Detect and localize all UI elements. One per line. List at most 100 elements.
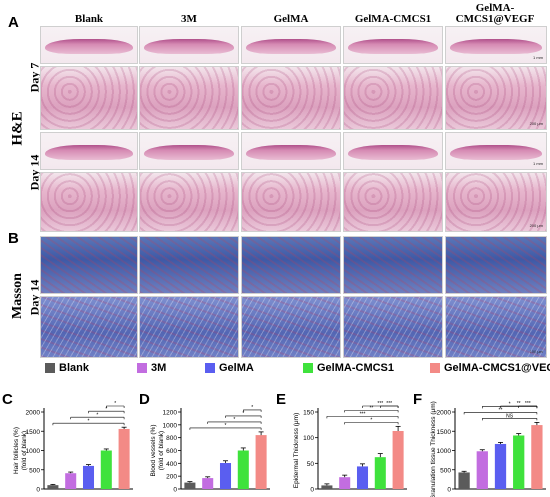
y-axis-label: Granulation tissue Thickness (μm) <box>430 401 437 497</box>
panel-letter-d: D <box>139 391 150 408</box>
y-axis-label-2: (fold of blank) <box>21 431 28 470</box>
bar-blank <box>184 482 196 489</box>
he-day7-zoom-gelma-cmcs1 <box>343 66 443 130</box>
stain-label-he: H&E <box>9 111 26 146</box>
y-axis-label: Blood vessels (%) <box>150 424 157 476</box>
y-tick-label: 0 <box>310 487 314 494</box>
column-header-gelma: GelMA <box>241 3 341 25</box>
tissue-section <box>144 39 234 54</box>
legend-item: Blank <box>45 362 89 374</box>
tissue-section <box>246 145 336 160</box>
significance-label: * <box>225 423 227 429</box>
panel-letter-f: F <box>413 391 422 408</box>
tissue-section <box>450 39 542 54</box>
significance-label: *** <box>377 401 383 407</box>
masson-day14-zoom-3m <box>139 296 239 358</box>
y-tick-label: 400 <box>166 461 177 468</box>
significance-label: ** <box>499 408 503 414</box>
tissue-section <box>144 145 234 160</box>
column-header-blank: Blank <box>40 3 138 25</box>
panel-letter-e: E <box>276 391 286 408</box>
legend-swatch <box>430 363 440 373</box>
bar-gelma-cmcs1-vegf <box>531 425 543 489</box>
bar-gelma <box>356 466 369 489</box>
legend-label: GelMA-CMCS1@VEGF <box>444 362 550 374</box>
he-day14-overview-gelma <box>241 132 341 170</box>
panel-letter-a: A <box>8 14 19 31</box>
bar-blank <box>458 472 470 489</box>
he-day14-overview-gelma-cmcs1-vegf: 1 mm <box>445 132 547 170</box>
significance-label: * <box>242 411 244 417</box>
tissue-section <box>450 145 542 160</box>
column-header-line2: GelMA <box>273 13 309 25</box>
y-tick-label: 0 <box>447 487 451 494</box>
tissue-section <box>246 39 336 54</box>
bar-blank <box>47 485 59 489</box>
bar-gelma-cmcs1-vegf <box>255 435 267 489</box>
chart-legend: Blank 3M GelMA GelMA-CMCS1 GelMA-CMCS1@VEGF <box>45 362 550 378</box>
column-header-gelma-cmcs1-vegf: GelMA- CMCS1@VEGF <box>445 3 545 25</box>
bar-gelma-cmcs1 <box>100 450 112 489</box>
y-tick-label: 200 <box>166 474 177 481</box>
he-day14-zoom-gelma-cmcs1-vegf: 200 μm <box>445 172 547 232</box>
chart-blood-vessels: D 0 200 400 600 800 1000 1200 Blood vessels (%)(… <box>139 391 270 494</box>
bar-gelma <box>82 465 95 489</box>
column-header-3m: 3M <box>139 3 239 25</box>
bar-blank <box>321 485 333 489</box>
bar-gelma <box>494 443 507 489</box>
legend-swatch <box>205 363 215 373</box>
column-header-line2: GelMA-CMCS1 <box>354 13 432 25</box>
y-tick-label: 0 <box>36 487 40 494</box>
masson-day14-overview-gelma <box>241 236 341 294</box>
bar-gelma-cmcs1-vegf <box>118 428 130 489</box>
tissue-section <box>45 145 133 160</box>
y-tick-label: 500 <box>29 467 40 474</box>
y-tick-label: 1000 <box>163 422 178 429</box>
y-tick-label: 0 <box>173 487 177 494</box>
bar-gelma-cmcs1 <box>374 457 386 489</box>
significance-label: * <box>509 402 511 408</box>
he-day7-overview-blank <box>40 26 138 64</box>
he-day7-overview-gelma-cmcs1-vegf: 1 mm <box>445 26 547 64</box>
masson-day14-zoom-gelma <box>241 296 341 358</box>
he-day14-overview-gelma-cmcs1 <box>343 132 443 170</box>
tissue-section <box>348 145 438 160</box>
y-tick-label: 1000 <box>26 448 41 455</box>
stain-label-masson: Masson <box>10 273 25 319</box>
column-header-line2: Blank <box>74 13 104 25</box>
masson-day14-overview-gelma-cmcs1-vegf <box>445 236 547 294</box>
column-header-line1: GelMA- <box>475 2 515 14</box>
legend-label: GelMA-CMCS1 <box>317 362 395 374</box>
y-tick-label: 600 <box>166 448 177 455</box>
y-tick-label: 150 <box>303 410 314 417</box>
he-day7-zoom-gelma-cmcs1-vegf: 200 μm <box>445 66 547 130</box>
y-axis-label: Epidermal Thickness (μm) <box>293 413 300 489</box>
y-tick-label: 500 <box>440 467 451 474</box>
legend-swatch <box>137 363 147 373</box>
legend-item: 3M <box>137 362 166 374</box>
y-axis-label-2: (fold of blank) <box>158 431 165 470</box>
legend-swatch <box>45 363 55 373</box>
legend-item: GelMA-CMCS1 <box>303 362 394 374</box>
significance-label: *** <box>386 401 392 407</box>
bar-3m <box>476 451 488 489</box>
he-day14-zoom-blank <box>40 172 138 232</box>
tissue-section <box>45 39 133 54</box>
significance-label: *** <box>525 401 531 407</box>
significance-label: NS <box>506 414 514 420</box>
scale-bar-label: 200 μm <box>529 121 543 126</box>
bar-3m <box>65 473 77 489</box>
legend-swatch <box>303 363 313 373</box>
legend-label: GelMA <box>219 362 254 374</box>
he-day7-zoom-3m <box>139 66 239 130</box>
column-header-gelma-cmcs1: GelMA-CMCS1 <box>343 3 443 25</box>
masson-day14-overview-gelma-cmcs1 <box>343 236 443 294</box>
he-day7-zoom-gelma <box>241 66 341 130</box>
legend-label: Blank <box>59 362 89 374</box>
significance-label: * <box>96 412 98 418</box>
tissue-section <box>348 39 438 54</box>
he-day14-zoom-3m <box>139 172 239 232</box>
y-tick-label: 50 <box>307 461 315 468</box>
significance-label: * <box>233 417 235 423</box>
